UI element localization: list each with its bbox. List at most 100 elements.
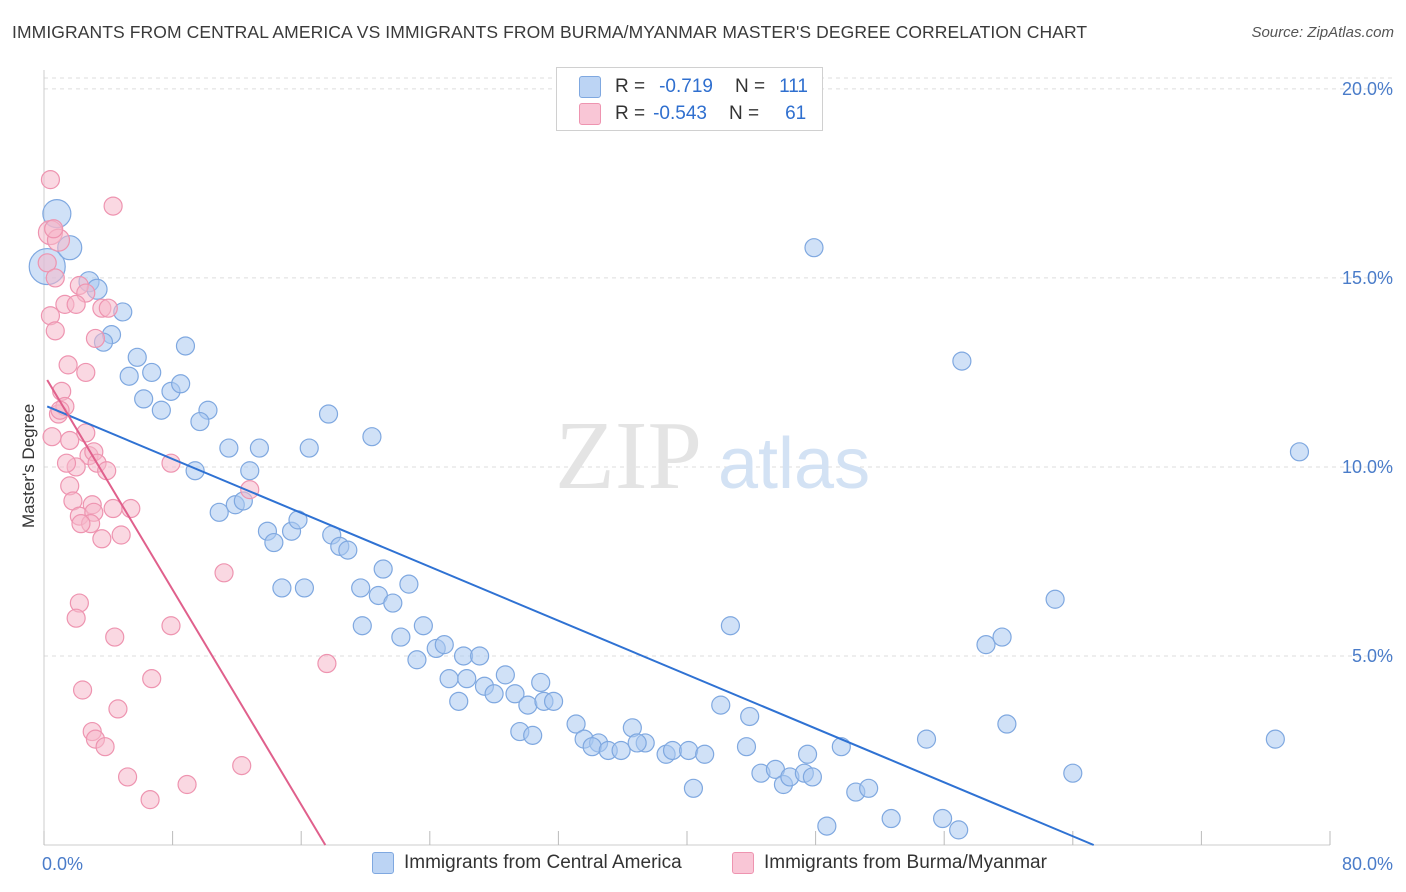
point-central-america <box>831 737 851 757</box>
y-tick-label: 20.0% <box>1342 79 1393 99</box>
watermark-atlas: atlas <box>718 424 870 504</box>
point-central-america <box>859 778 879 798</box>
point-central-america <box>119 366 139 386</box>
point-central-america <box>272 578 292 598</box>
point-central-america <box>249 438 270 458</box>
point-burma <box>103 196 123 216</box>
point-central-america <box>407 650 427 670</box>
point-central-america <box>817 816 837 836</box>
legend-row-central-america: R = -0.719 N = 111 <box>579 75 808 99</box>
point-central-america <box>294 578 315 598</box>
point-central-america <box>383 593 403 613</box>
legend-r-value: -0.543 <box>653 103 707 124</box>
point-central-america <box>439 669 459 689</box>
point-central-america <box>711 695 731 715</box>
grid-lines <box>44 77 1395 657</box>
point-central-america <box>219 438 239 458</box>
point-burma <box>317 653 337 674</box>
point-central-america <box>523 725 543 745</box>
point-burma <box>40 170 61 190</box>
point-central-america <box>662 740 683 761</box>
point-central-america <box>413 616 433 636</box>
legend-n-label: N = <box>728 103 760 124</box>
point-central-america <box>209 502 229 522</box>
point-central-america <box>171 374 191 394</box>
point-central-america <box>151 400 171 420</box>
bottom-legend-label: Immigrants from Burma/Myanmar <box>764 852 1047 873</box>
bottom-legend-swatch-blue <box>372 852 394 874</box>
point-burma <box>85 328 106 349</box>
point-central-america <box>299 438 319 458</box>
legend-n-value: 61 <box>785 103 807 124</box>
point-central-america <box>495 665 515 685</box>
point-burma <box>98 298 118 318</box>
point-central-america <box>457 669 477 689</box>
trend-line-central-america <box>46 405 1095 846</box>
point-burma <box>161 616 181 636</box>
axes <box>43 70 1331 846</box>
point-central-america <box>679 740 699 761</box>
point-burma <box>161 453 181 473</box>
series-central-america-points <box>28 199 1310 840</box>
point-central-america <box>373 559 393 579</box>
point-central-america <box>175 336 196 356</box>
point-central-america <box>362 427 382 447</box>
point-central-america <box>695 744 715 764</box>
point-central-america <box>338 540 358 560</box>
point-central-america <box>566 714 586 734</box>
point-central-america <box>916 729 937 749</box>
point-burma <box>117 767 138 787</box>
chart-title: IMMIGRANTS FROM CENTRAL AMERICA VS IMMIG… <box>12 22 1088 42</box>
x-tick-labels: 0.0% 80.0% <box>42 854 1393 874</box>
point-central-america <box>1289 442 1310 462</box>
point-burma <box>56 453 77 473</box>
point-central-america <box>952 351 972 371</box>
point-central-america <box>804 238 824 258</box>
point-central-america <box>611 740 631 761</box>
legend-row-burma: R = -0.543 N = 61 <box>579 102 806 126</box>
point-burma <box>45 268 65 288</box>
watermark-zip: ZIP <box>555 402 702 510</box>
trend-line-burma <box>46 379 327 846</box>
point-central-america <box>802 767 822 787</box>
point-burma <box>140 790 160 810</box>
point-central-america <box>949 820 969 840</box>
point-burma <box>92 529 112 549</box>
point-central-america <box>453 646 474 666</box>
point-central-america <box>264 532 284 553</box>
point-central-america <box>470 646 490 666</box>
source-label: Source: ZipAtlas.com <box>1251 24 1394 41</box>
point-central-america <box>997 714 1017 734</box>
point-central-america <box>351 578 371 598</box>
point-burma <box>108 699 128 719</box>
point-central-america <box>932 808 953 829</box>
point-burma <box>44 219 64 239</box>
x-tick-label: 80.0% <box>1342 854 1393 874</box>
y-tick-labels: 5.0% 10.0% 15.0% 20.0% <box>1342 79 1393 666</box>
legend-r-label: R = <box>615 76 646 97</box>
point-burma <box>214 563 234 583</box>
series-burma-points <box>37 170 337 810</box>
point-central-america <box>505 684 525 704</box>
point-burma <box>95 737 115 757</box>
legend-r-value: -0.719 <box>659 76 713 97</box>
point-central-america <box>531 672 551 693</box>
point-burma <box>58 355 78 375</box>
point-burma <box>66 608 86 628</box>
point-burma <box>105 627 125 647</box>
watermark: ZIP atlas <box>555 402 870 510</box>
point-burma <box>71 514 91 534</box>
point-burma <box>37 253 57 273</box>
legend-swatch-pink <box>579 103 601 125</box>
point-central-america <box>240 461 260 481</box>
point-central-america <box>190 411 210 432</box>
point-central-america <box>797 744 818 764</box>
legend-swatch-blue <box>579 76 601 98</box>
point-central-america <box>127 347 147 367</box>
point-central-america <box>518 695 538 715</box>
point-burma <box>76 362 96 383</box>
point-central-america <box>683 778 704 798</box>
legend-n-value: 111 <box>779 76 808 97</box>
point-central-america <box>1063 763 1083 783</box>
